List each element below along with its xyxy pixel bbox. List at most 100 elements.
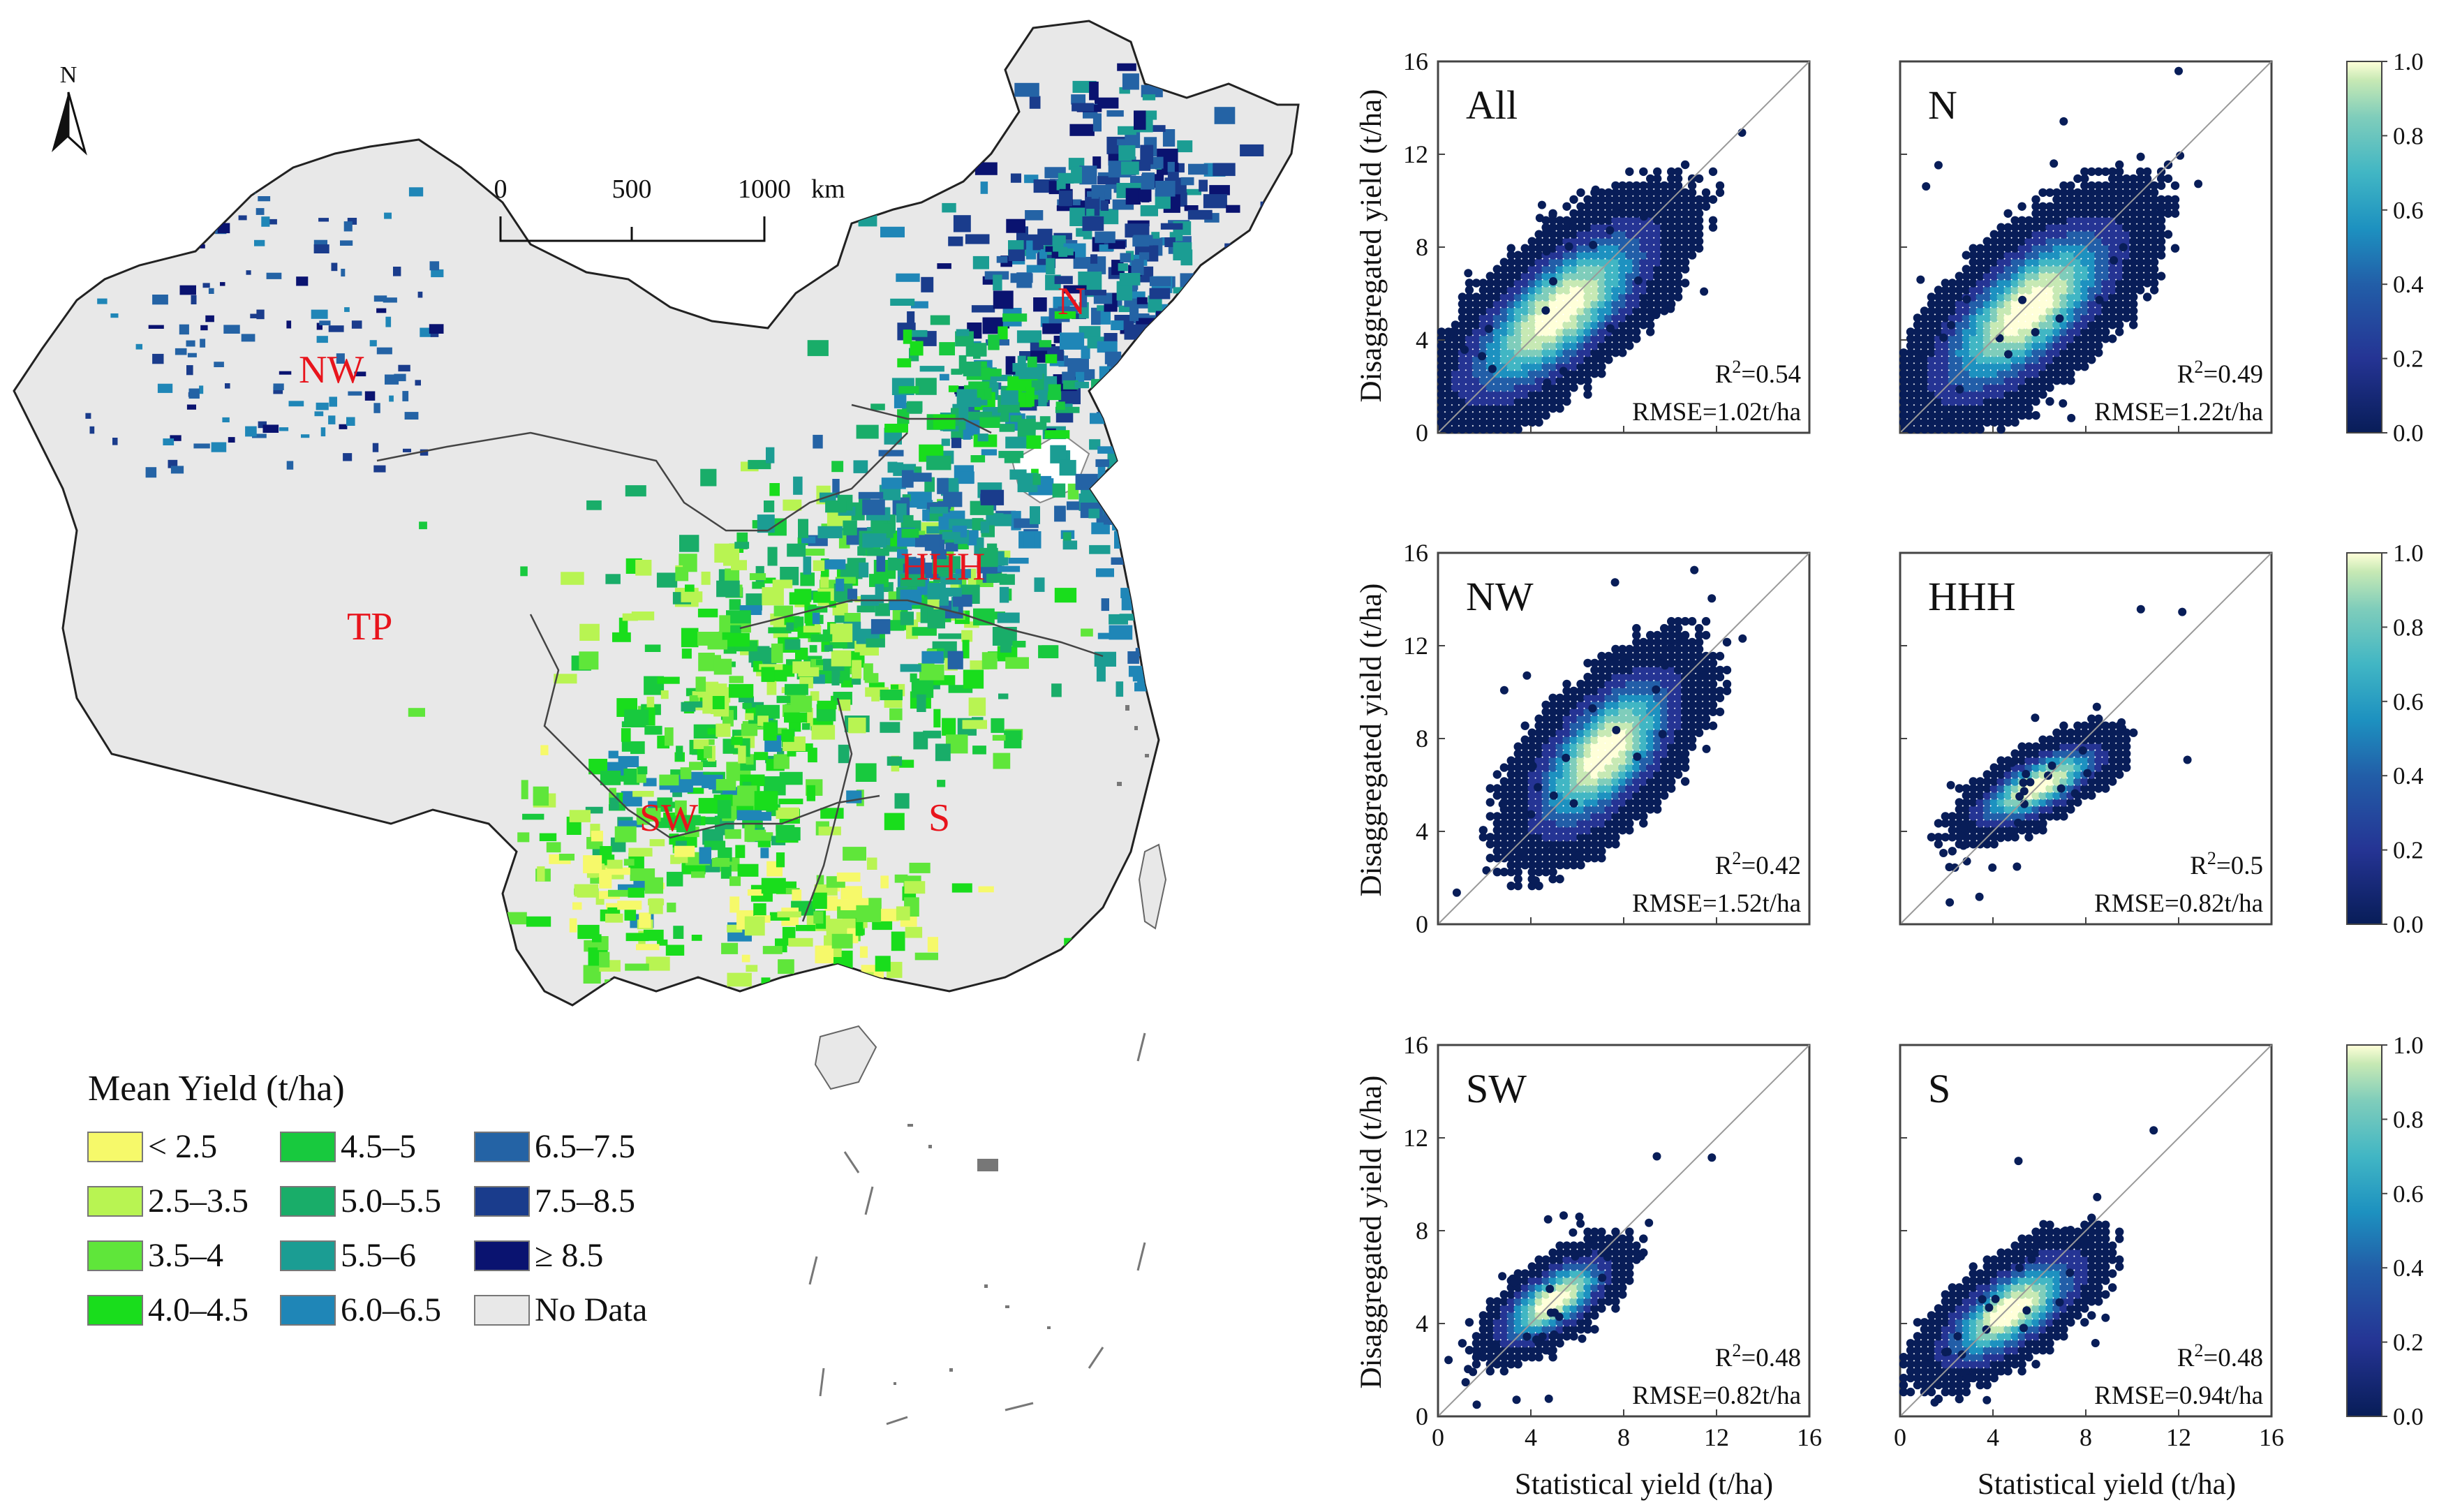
hexbin-cell — [1562, 798, 1571, 807]
hexbin-cell — [1701, 658, 1711, 668]
hexbin-cell — [1492, 341, 1502, 350]
hexbin-cell — [1633, 753, 1642, 761]
yield-patch — [666, 871, 683, 887]
hexbin-cell — [1562, 1290, 1571, 1299]
hexbin-cell — [2003, 798, 2013, 807]
hexbin-cell — [1653, 237, 1662, 246]
hexbin-cell — [1569, 826, 1578, 835]
yield-patch — [1184, 205, 1199, 212]
hexbin-cell — [1513, 383, 1522, 392]
yield-patch — [901, 470, 914, 488]
hexbin-cell — [2024, 286, 2033, 295]
legend-item: < 2.5 — [87, 1128, 217, 1165]
yield-patch — [344, 307, 350, 312]
hexbin-cell — [1660, 258, 1669, 267]
hexbin-cell — [1955, 784, 1964, 793]
hexbin-cell — [2045, 791, 2054, 800]
legend-swatch — [474, 1240, 530, 1271]
hexbin-cell — [1527, 362, 1536, 371]
hexbin-cell — [2045, 327, 2054, 336]
hexbin-cell — [1646, 798, 1655, 807]
hexbin-cell — [1444, 1356, 1453, 1365]
hexbin-cell — [1478, 376, 1488, 385]
hexbin-cell — [1555, 742, 1564, 751]
yield-patch — [871, 691, 880, 702]
yield-patch — [933, 414, 956, 429]
legend-item: 7.5–8.5 — [474, 1183, 635, 1220]
hexbin-cell — [1920, 306, 1929, 316]
hexbin-cell — [1673, 630, 1683, 640]
hexbin-cell — [1941, 313, 1950, 323]
hexbin-cell — [2080, 334, 2089, 343]
hexbin-cell — [1941, 833, 1950, 842]
hexbin-cell — [1948, 403, 1957, 413]
yield-patch — [1014, 82, 1039, 97]
hexbin-cell — [1597, 693, 1606, 702]
hexbin-cell — [1555, 383, 1564, 392]
hexbin-cell — [2080, 237, 2089, 246]
hexbin-cell — [2094, 286, 2103, 295]
hexbin-cell — [1962, 812, 1971, 821]
yield-patch — [660, 690, 669, 699]
yield-patch — [836, 579, 845, 592]
yield-patch — [884, 424, 908, 433]
yield-patch — [168, 459, 178, 468]
hexbin-cell — [1583, 1325, 1592, 1334]
yield-patch — [246, 270, 251, 275]
hexbin-cell — [1989, 265, 1999, 274]
yield-patch — [937, 263, 951, 269]
hexbin-cell — [1541, 265, 1550, 274]
hexbin-cell — [1492, 299, 1502, 309]
hexbin-cell — [2038, 258, 2047, 267]
hexbin-cell — [1667, 202, 1676, 211]
hexbin-cell — [1934, 819, 1943, 828]
hexbin-cell — [2094, 209, 2103, 218]
hexbin-cell — [2094, 258, 2103, 267]
hexbin-cell — [2017, 355, 2026, 364]
yield-patch — [1140, 144, 1154, 165]
hexbin-cell — [1982, 784, 1992, 793]
yield-patch — [844, 613, 861, 623]
yield-patch — [670, 769, 687, 776]
hexbin-cell — [1680, 763, 1690, 772]
hexbin-cell — [1513, 286, 1522, 295]
hexbin-cell — [1948, 826, 1957, 835]
hexbin-cell — [1639, 644, 1648, 654]
hexbin-cell — [1738, 634, 1747, 643]
hexbin-cell — [1576, 728, 1585, 737]
yield-patch — [755, 704, 780, 719]
yield-patch — [907, 558, 926, 577]
hexbin-cell — [1667, 279, 1676, 288]
yield-patch — [914, 535, 940, 547]
hexbin-cell — [2024, 292, 2033, 302]
yield-patch — [940, 373, 949, 380]
hexbin-cell — [2031, 791, 2040, 800]
yield-patch — [830, 623, 853, 642]
hexbin-cell — [1694, 714, 1704, 723]
hexbin-cell — [2080, 181, 2089, 191]
yield-patch — [813, 911, 824, 924]
hexbin-cell — [2149, 244, 2159, 253]
hexbin-cell — [2031, 327, 2040, 336]
hexbin-cell — [1527, 403, 1536, 413]
hexbin-cell — [1982, 251, 1992, 260]
hexbin-cell — [2149, 202, 2159, 211]
yield-patch — [1125, 454, 1132, 471]
hexbin-cell — [1927, 320, 1936, 329]
yield-patch — [84, 216, 93, 227]
hexbin-cell — [1485, 1311, 1495, 1320]
hexbin-cell — [1485, 1332, 1495, 1341]
hexbin-cell — [1976, 279, 1985, 288]
hexbin-cell — [1437, 362, 1446, 371]
yield-patch — [681, 648, 692, 659]
yield-patch — [1101, 485, 1121, 503]
yield-patch — [741, 723, 758, 736]
yield-patch — [1107, 475, 1116, 489]
hexbin-cell — [1625, 644, 1634, 654]
hexbin-cell — [1632, 251, 1641, 260]
hexbin-cell — [1492, 383, 1502, 392]
yield-patch — [795, 976, 804, 988]
hexbin-cell — [2073, 174, 2082, 184]
yield-patch — [85, 413, 91, 419]
hexbin-cell — [1492, 812, 1502, 821]
